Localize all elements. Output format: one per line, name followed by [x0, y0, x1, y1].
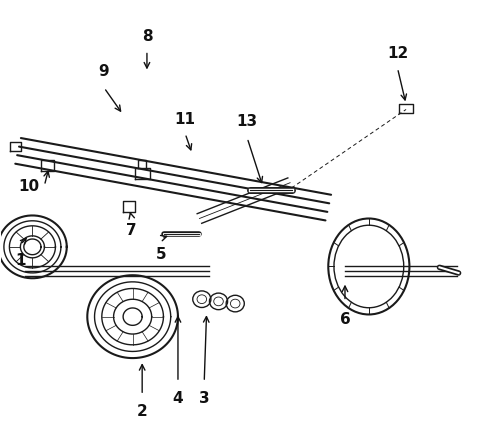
Text: 7: 7: [126, 223, 136, 237]
Text: 13: 13: [237, 113, 258, 129]
Text: 10: 10: [18, 179, 39, 194]
Text: 12: 12: [387, 46, 408, 61]
Text: 1: 1: [15, 253, 26, 268]
Text: 4: 4: [173, 390, 183, 405]
Text: 2: 2: [137, 403, 147, 418]
Text: 9: 9: [99, 64, 109, 78]
Text: 11: 11: [175, 111, 196, 127]
Text: 3: 3: [199, 390, 210, 405]
Text: 8: 8: [142, 29, 152, 44]
Text: 5: 5: [156, 246, 167, 261]
Text: 6: 6: [340, 311, 350, 327]
